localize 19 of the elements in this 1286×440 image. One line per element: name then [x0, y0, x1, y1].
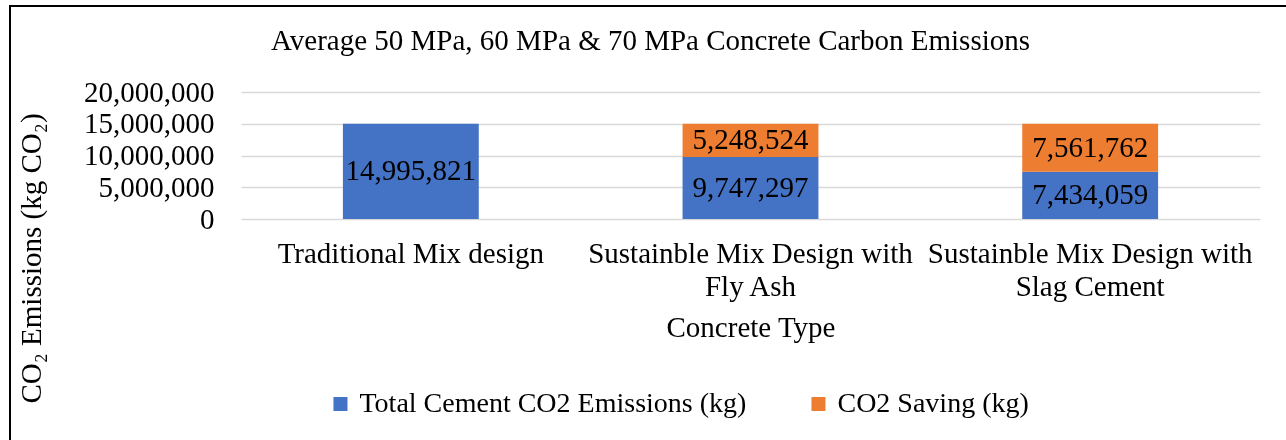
data-label: 5,248,524: [692, 123, 809, 156]
y-tick-label: 15,000,000: [84, 107, 215, 140]
legend-label: CO2 Saving (kg): [837, 387, 1029, 418]
x-tick-label: Traditional Mix design: [277, 236, 545, 269]
bar: [342, 123, 479, 219]
y-tick-label: 0: [200, 202, 215, 235]
y-tick-label: 5,000,000: [98, 170, 215, 203]
y-axis-title: CO₂ Emissions (kg CO₂): [14, 113, 48, 404]
chart-title: Average 50 MPa, 60 MPa & 70 MPa Concrete Carbon Emissions: [270, 24, 1031, 56]
data-label: 7,561,762: [1032, 130, 1149, 163]
data-label: 14,995,821: [345, 154, 477, 187]
x-tick-label: Sustainble Mix Design with Slag Cement: [927, 236, 1253, 302]
data-label: 7,434,059: [1032, 178, 1149, 211]
y-tick-label: 20,000,000: [84, 75, 215, 108]
y-tick-label: 10,000,000: [84, 139, 215, 171]
x-axis-title: Concrete Type: [666, 310, 836, 343]
data-label: 9,747,297: [692, 171, 809, 204]
x-tick-label: Sustainble Mix Design with Fly Ash: [588, 236, 914, 302]
legend-label: Total Cement CO2 Emissions (kg): [359, 387, 747, 418]
